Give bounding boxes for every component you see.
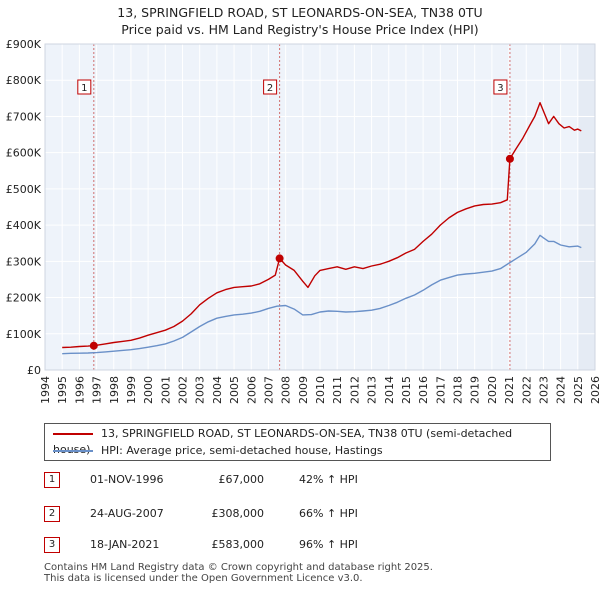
sale-hpi-change: 42% ↑ HPI — [299, 473, 358, 486]
series-line-property — [62, 102, 582, 349]
footer: Contains HM Land Registry data © Crown c… — [44, 562, 433, 584]
sale-date: 01-NOV-1996 — [90, 473, 164, 486]
footer-licence: This data is licensed under the Open Gov… — [44, 573, 363, 584]
legend-item-hpi: HPI: Average price, semi-detached house,… — [53, 443, 383, 459]
x-tick-label: 2001 — [159, 376, 172, 404]
sale-price: £67,000 — [218, 473, 265, 486]
sale-number-badge: 2 — [44, 506, 60, 522]
sale-number-label: 1 — [81, 83, 87, 94]
footer-copyright: Contains HM Land Registry data © Crown c… — [44, 562, 433, 573]
x-tick-label: 2012 — [348, 376, 361, 404]
table-row: 1 01-NOV-1996 £67,000 42% ↑ HPI — [44, 470, 544, 490]
sale-number-box — [263, 79, 278, 95]
sale-date: 24-AUG-2007 — [90, 507, 164, 520]
y-tick-label: £700K — [6, 110, 42, 123]
sale-price: £308,000 — [211, 507, 265, 520]
y-tick-label: £600K — [6, 147, 42, 160]
x-tick-label: 2024 — [555, 376, 568, 404]
sale-point — [89, 341, 98, 350]
title-line-2: Price paid vs. HM Land Registry's House … — [121, 22, 479, 37]
x-tick-label: 2019 — [469, 376, 482, 404]
x-tick-label: 1995 — [56, 376, 69, 404]
y-tick-label: £200K — [6, 292, 42, 305]
x-tick-label: 2025 — [572, 376, 585, 404]
title-line-1: 13, SPRINGFIELD ROAD, ST LEONARDS-ON-SEA… — [117, 5, 483, 20]
legend-label-hpi: HPI: Average price, semi-detached house,… — [101, 444, 383, 457]
x-tick-label: 2017 — [434, 376, 447, 404]
y-tick-label: £300K — [6, 255, 42, 268]
sale-number-badge: 1 — [44, 472, 60, 488]
future-shading — [577, 44, 595, 370]
sale-price: £583,000 — [211, 538, 265, 551]
series-line-hpi — [62, 234, 582, 355]
sale-number-box — [77, 79, 92, 95]
legend-label-property: 13, SPRINGFIELD ROAD, ST LEONARDS-ON-SEA… — [53, 427, 513, 456]
legend-swatch-hpi — [53, 450, 93, 452]
x-tick-label: 2015 — [400, 376, 413, 404]
x-tick-label: 2016 — [417, 376, 430, 404]
sale-number-label: 2 — [267, 83, 273, 94]
x-tick-label: 2006 — [245, 376, 258, 404]
sale-number-label: 3 — [497, 83, 503, 94]
price-chart: £0 £100K £200K £300K £400K £500K £600K £700K £80… — [6, 38, 600, 404]
x-tick-label: 2005 — [228, 376, 241, 404]
y-tick-label: £0 — [27, 364, 41, 377]
x-tick-label: 1999 — [125, 376, 138, 404]
sale-number-badge: 3 — [44, 537, 60, 553]
x-tick-label: 2013 — [366, 376, 379, 404]
x-tick-label: 1998 — [108, 376, 121, 404]
y-tick-label: £100K — [6, 328, 42, 341]
x-tick-label: 2008 — [280, 376, 293, 404]
x-tick-label: 2003 — [194, 376, 207, 404]
x-tick-label: 2026 — [589, 376, 600, 404]
sale-hpi-change: 66% ↑ HPI — [299, 507, 358, 520]
plot-frame — [44, 43, 596, 371]
x-tick-label: 2010 — [314, 376, 327, 404]
sale-number-box — [493, 79, 508, 95]
table-row: 3 18-JAN-2021 £583,000 96% ↑ HPI — [44, 535, 544, 555]
sale-hpi-change: 96% ↑ HPI — [299, 538, 358, 551]
x-tick-label: 2018 — [452, 376, 465, 404]
legend-swatch-property — [53, 433, 93, 435]
y-tick-label: £900K — [6, 38, 42, 51]
sale-date: 18-JAN-2021 — [90, 538, 160, 551]
x-tick-label: 2000 — [142, 376, 155, 404]
x-tick-label: 2021 — [503, 376, 516, 404]
y-tick-label: £400K — [6, 219, 42, 232]
table-row: 2 24-AUG-2007 £308,000 66% ↑ HPI — [44, 504, 544, 524]
x-tick-label: 2023 — [537, 376, 550, 404]
y-tick-label: £500K — [6, 183, 42, 196]
sale-point — [505, 154, 514, 163]
x-tick-label: 2014 — [383, 376, 396, 404]
chart-title: 13, SPRINGFIELD ROAD, ST LEONARDS-ON-SEA… — [0, 4, 600, 38]
x-tick-label: 1997 — [91, 376, 104, 404]
x-tick-label: 1996 — [73, 376, 86, 404]
legend: 13, SPRINGFIELD ROAD, ST LEONARDS-ON-SEA… — [44, 423, 551, 461]
legend-item-property: 13, SPRINGFIELD ROAD, ST LEONARDS-ON-SEA… — [53, 426, 550, 456]
y-tick-label: £800K — [6, 74, 42, 87]
sale-point — [275, 254, 284, 263]
x-tick-label: 2011 — [331, 376, 344, 404]
x-tick-label: 2022 — [520, 376, 533, 404]
x-tick-label: 2009 — [297, 376, 310, 404]
x-tick-label: 1994 — [39, 376, 52, 404]
x-tick-label: 2007 — [262, 376, 275, 404]
x-tick-label: 2002 — [177, 376, 190, 404]
x-tick-label: 2020 — [486, 376, 499, 404]
x-tick-label: 2004 — [211, 376, 224, 404]
